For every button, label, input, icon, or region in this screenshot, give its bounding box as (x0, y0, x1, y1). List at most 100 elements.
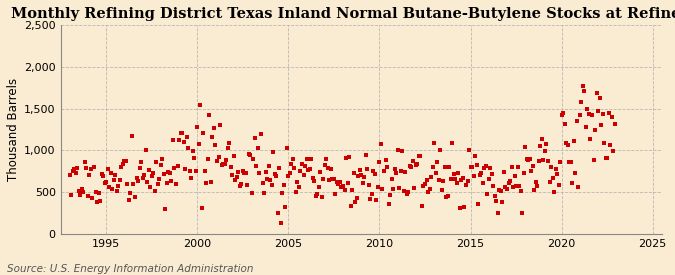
Point (107, 187, 117, 191)
Point (124, 198, 134, 202)
Point (375, 142, 386, 147)
Point (362, 167, 373, 172)
Point (444, 165, 455, 169)
Point (204, 113, 215, 117)
Point (350, 199, 360, 204)
Point (312, 192, 323, 196)
Point (72, 166, 83, 170)
Point (210, 143, 221, 148)
Point (529, 188, 540, 192)
Point (281, 145, 292, 150)
Point (433, 178, 444, 182)
Point (477, 181, 488, 185)
Point (251, 164, 262, 168)
Point (403, 190, 414, 194)
Point (430, 171, 441, 175)
Point (177, 131, 188, 135)
Point (397, 149, 408, 153)
Point (254, 170, 265, 175)
Point (333, 182, 344, 186)
Point (365, 196, 376, 201)
Point (294, 185, 304, 189)
Point (503, 181, 514, 185)
Point (205, 180, 216, 184)
Point (562, 142, 573, 147)
Point (330, 192, 341, 197)
Point (260, 170, 271, 174)
Point (126, 134, 137, 138)
Point (576, 99, 587, 104)
Point (238, 169, 248, 174)
Point (429, 141, 439, 145)
Y-axis label: Thousand Barrels: Thousand Barrels (7, 78, 20, 181)
Point (578, 84, 589, 88)
Point (432, 160, 443, 165)
Point (539, 149, 550, 154)
Point (101, 180, 111, 184)
Point (450, 177, 461, 181)
Point (359, 175, 370, 179)
Point (302, 168, 313, 172)
Point (161, 181, 172, 185)
Point (76, 186, 87, 191)
Point (394, 186, 404, 190)
Point (317, 195, 327, 200)
Point (257, 181, 268, 185)
Point (246, 191, 257, 195)
Point (266, 183, 277, 187)
Point (84, 173, 95, 178)
Point (442, 194, 453, 198)
Point (97, 172, 107, 177)
Point (321, 157, 331, 162)
Point (456, 177, 467, 182)
Point (277, 191, 288, 196)
Point (345, 203, 356, 208)
Point (344, 155, 354, 159)
Point (165, 170, 176, 175)
Point (201, 180, 212, 185)
Point (568, 139, 579, 144)
Point (348, 171, 359, 175)
Point (386, 177, 397, 182)
Point (275, 221, 286, 225)
Point (554, 183, 564, 187)
Point (132, 178, 143, 183)
Point (567, 181, 578, 186)
Title: Monthly Refining District Texas Inland Normal Butane-Butylene Stocks at Refineri: Monthly Refining District Texas Inland N… (11, 7, 675, 21)
Point (606, 114, 617, 119)
Point (146, 174, 157, 179)
Point (193, 142, 204, 146)
Point (209, 126, 219, 131)
Point (377, 186, 388, 191)
Point (137, 175, 148, 180)
Point (518, 170, 529, 175)
Point (134, 166, 145, 170)
Point (75, 192, 86, 197)
Point (192, 125, 202, 129)
Point (488, 184, 499, 188)
Point (483, 177, 494, 182)
Point (379, 169, 389, 174)
Point (262, 177, 273, 181)
Point (271, 174, 281, 178)
Point (387, 187, 398, 191)
Point (338, 184, 348, 189)
Point (502, 187, 512, 192)
Point (99, 181, 110, 185)
Point (535, 143, 546, 148)
Point (111, 189, 122, 193)
Point (584, 112, 595, 116)
Point (608, 149, 619, 153)
Point (459, 205, 470, 209)
Point (465, 165, 476, 169)
Point (602, 155, 613, 160)
Point (269, 172, 280, 176)
Point (308, 178, 319, 183)
Point (325, 167, 336, 171)
Point (172, 164, 183, 168)
Point (385, 193, 396, 197)
Point (579, 88, 590, 93)
Point (300, 164, 310, 168)
Point (234, 184, 245, 188)
Point (154, 177, 165, 182)
